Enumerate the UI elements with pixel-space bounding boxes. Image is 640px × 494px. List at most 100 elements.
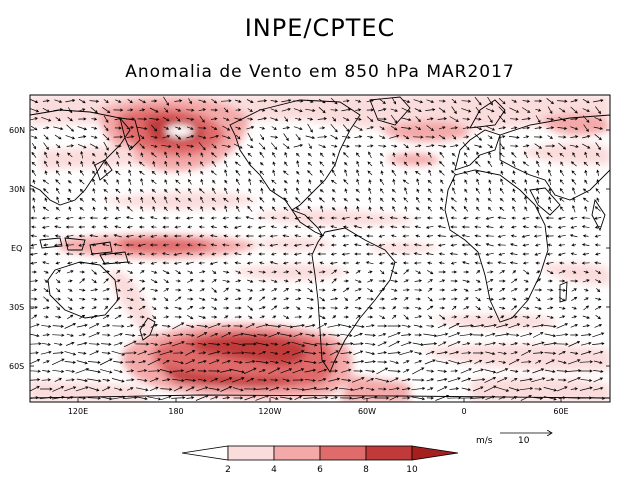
wind-arrow: [355, 144, 362, 148]
wind-arrow: [366, 116, 374, 122]
wind-arrow: [295, 297, 302, 301]
wind-arrow: [328, 333, 341, 337]
wind-arrow: [355, 296, 362, 301]
wind-arrow: [198, 108, 207, 112]
wind-arrow: [401, 107, 411, 113]
wind-arrow: [173, 386, 183, 392]
wind-arrow: [498, 106, 506, 114]
wind-arrow: [320, 179, 324, 184]
wind-arrow: [331, 234, 337, 238]
wind-arrow: [389, 377, 399, 383]
wind-arrow: [439, 314, 446, 320]
wind-arrow: [246, 261, 253, 265]
wind-arrow: [510, 278, 518, 284]
wind-arrow: [449, 116, 459, 122]
wind-arrow: [464, 197, 468, 203]
wind-arrow: [524, 187, 528, 194]
wind-arrow: [127, 270, 134, 274]
wind-arrow: [90, 135, 98, 139]
wind-arrow: [451, 270, 458, 274]
wind-arrow: [128, 178, 132, 186]
wind-arrow: [223, 261, 229, 265]
wind-arrow: [367, 144, 374, 148]
wind-arrow: [271, 288, 278, 292]
wind-arrow: [79, 306, 85, 310]
wind-arrow: [125, 216, 134, 220]
wind-arrow: [150, 252, 157, 256]
wind-arrow: [244, 395, 257, 401]
wind-arrow: [354, 306, 362, 310]
wind-arrow: [283, 206, 289, 211]
wind-arrow: [403, 314, 409, 320]
wind-arrow: [534, 126, 543, 130]
wind-arrow: [128, 196, 132, 203]
wind-arrow: [53, 126, 64, 131]
wind-arrow: [293, 126, 303, 131]
wind-arrow: [522, 243, 529, 247]
wind-arrow: [344, 169, 348, 177]
wind-arrow: [595, 314, 601, 320]
wind-arrow: [532, 368, 545, 374]
wind-arrow: [92, 170, 96, 176]
wind-arrow: [364, 360, 376, 364]
wind-arrow: [473, 351, 484, 355]
wind-arrow: [545, 261, 554, 265]
wind-arrow: [558, 116, 567, 122]
wind-arrow: [534, 252, 542, 256]
wind-arrow: [536, 151, 540, 159]
wind-arrow: [353, 125, 363, 131]
wind-arrow: [570, 225, 577, 229]
wind-arrow: [401, 117, 412, 122]
wind-arrow: [211, 143, 217, 149]
wind-arrow: [128, 187, 132, 194]
wind-arrow: [425, 243, 434, 247]
wind-arrow: [51, 358, 65, 366]
wind-arrow: [498, 97, 506, 105]
wind-arrow: [76, 360, 88, 365]
wind-arrow: [352, 386, 364, 391]
wind-arrow: [30, 252, 38, 256]
wind-arrow: [175, 288, 182, 292]
wind-arrow: [548, 160, 552, 167]
wind-arrow: [387, 332, 401, 338]
wind-arrow: [200, 178, 204, 185]
wind-arrow: [208, 387, 221, 392]
wind-arrow: [331, 144, 338, 148]
wind-arrow: [295, 133, 301, 141]
wind-arrow: [308, 188, 312, 194]
wind-arrow: [343, 315, 349, 319]
wind-arrow: [79, 207, 85, 211]
wind-arrow: [546, 378, 555, 382]
wind-arrow: [572, 197, 576, 203]
wind-arrow: [185, 342, 195, 346]
wind-arrow: [399, 350, 414, 356]
wind-arrow: [270, 396, 279, 401]
wind-arrow: [80, 160, 84, 167]
wind-arrow: [102, 216, 109, 220]
wind-arrow: [388, 340, 400, 348]
wind-arrow: [68, 161, 72, 167]
wind-arrow: [461, 99, 472, 103]
wind-arrow: [387, 369, 401, 373]
wind-arrow: [535, 278, 541, 284]
wind-arrow: [197, 378, 207, 382]
wind-arrow: [176, 161, 180, 167]
wind-arrow: [593, 360, 603, 365]
wind-arrow: [543, 396, 557, 401]
wind-arrow: [378, 387, 387, 391]
wind-arrow: [258, 350, 267, 355]
wind-arrow: [65, 369, 76, 373]
wind-arrow: [102, 378, 111, 382]
wind-arrow: [390, 108, 399, 112]
wind-arrow: [198, 99, 207, 103]
wind-arrow: [79, 188, 84, 193]
wind-arrow: [307, 117, 314, 121]
wind-arrow: [535, 115, 541, 124]
wind-arrow: [464, 152, 468, 158]
wind-arrow: [512, 270, 517, 274]
wind-arrow: [583, 161, 589, 167]
wind-arrow: [368, 151, 372, 159]
wind-arrow: [426, 396, 434, 400]
wind-arrow: [415, 306, 422, 310]
wind-arrow: [259, 197, 265, 203]
